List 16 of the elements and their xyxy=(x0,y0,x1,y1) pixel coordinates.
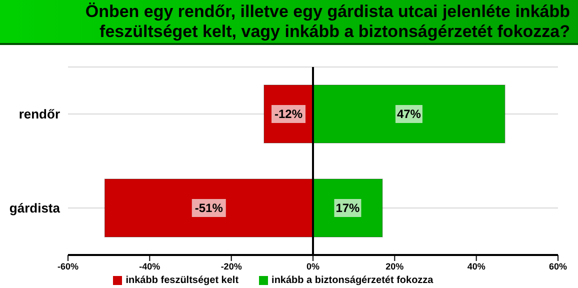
legend-label: inkább feszültséget kelt xyxy=(126,275,239,286)
y-tick-label: gárdista xyxy=(9,200,61,216)
y-tick-label: rendőr xyxy=(18,106,60,122)
x-tick-label: 0% xyxy=(306,261,320,272)
x-tick-label: -60% xyxy=(57,261,79,272)
x-tick-label: 60% xyxy=(548,261,568,272)
data-label: 17% xyxy=(336,201,360,215)
data-label: -51% xyxy=(194,201,224,215)
x-tick-label: 20% xyxy=(386,261,404,272)
chart-title: Önben egy rendőr, illetve egy gárdista utcai jelenléte inkább feszültséget kelt, vagy inkább a biztonságérzetét fokozza? xyxy=(0,0,578,45)
legend-label: inkább a biztonságérzetét fokozza xyxy=(272,275,434,286)
x-tick-label: 40% xyxy=(467,261,486,272)
data-label: 47% xyxy=(396,107,422,121)
x-tick-label: -40% xyxy=(139,261,160,272)
data-label: -12% xyxy=(274,107,303,121)
x-tick-label: -20% xyxy=(220,261,242,272)
